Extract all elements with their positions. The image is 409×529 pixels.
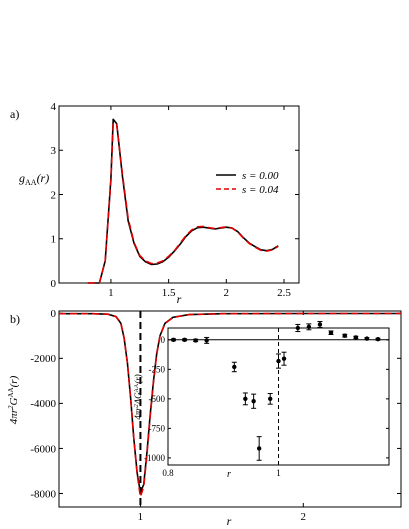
- y-tick-label: -500: [149, 394, 166, 404]
- series-line-solid: [87, 118, 279, 284]
- y-tick-label: 1: [51, 234, 57, 246]
- series-line-dashed: [59, 312, 401, 498]
- data-point: [204, 338, 209, 343]
- x-tick-label: 1: [108, 287, 114, 299]
- data-point: [364, 336, 370, 341]
- panel-label-a: a): [10, 107, 19, 121]
- y-tick-label: -2000: [30, 353, 56, 365]
- inset-frame: [167, 327, 390, 466]
- data-point: [193, 338, 198, 343]
- y-tick-label: -750: [149, 424, 166, 434]
- y-tick-label: -4000: [30, 398, 56, 410]
- x-tick-label: 1: [138, 511, 144, 523]
- data-point: [375, 337, 381, 342]
- series-line-dashed: [87, 122, 279, 284]
- data-point: [353, 335, 359, 340]
- data-point: [251, 399, 256, 404]
- panel-a-chart: 1 1.5 2 2.5 0 1 2 3 4 r gAA(r) s = 0.00 s = 0.04: [19, 101, 300, 306]
- inset-xlabel: r: [227, 469, 231, 480]
- y-tick-label: 0: [51, 308, 57, 320]
- data-point: [243, 396, 248, 402]
- y-tick-label: -6000: [30, 443, 56, 455]
- panel-label-b: b): [10, 312, 20, 326]
- y-tick-label: 0: [161, 335, 166, 345]
- panel-b-ylabel: 4πr2GAA(r): [7, 375, 20, 424]
- x-tick-label: 0.8: [162, 468, 174, 478]
- panel-b-xlabel: r: [227, 514, 232, 528]
- panel-b-chart: 1 2 0 -2000 -4000 -6000 -8000 r 4πr2GAA(r) 0.8…: [7, 308, 402, 528]
- y-tick-label: -8000: [30, 488, 56, 500]
- x-tick-label: 2: [224, 287, 230, 299]
- data-point: [276, 358, 281, 364]
- panel-b-frame: [58, 310, 402, 508]
- x-tick-label: 1.5: [162, 287, 176, 299]
- data-point: [182, 337, 187, 343]
- y-tick-label: 2: [51, 189, 57, 201]
- panel-a-xlabel: r: [177, 292, 182, 306]
- panel-a-ylabel: gAA(r): [19, 171, 49, 187]
- y-tick-label: 0: [51, 278, 57, 290]
- data-point: [232, 364, 237, 370]
- data-point: [281, 356, 287, 361]
- x-tick-label: 2: [301, 511, 307, 523]
- inset-ylabel: 4πr2ΔGAA(r): [133, 374, 143, 419]
- x-tick-label: 2.5: [277, 287, 291, 299]
- panel-a-legend: s = 0.00 s = 0.04: [216, 170, 279, 196]
- panel-b-inset: 0.8 1 0 -250 -500 -750 -1000 r 4πr2ΔGAA(r): [133, 321, 390, 480]
- legend-label-s000: s = 0.00: [242, 170, 279, 182]
- y-tick-label: 4: [51, 101, 57, 113]
- y-tick-label: 3: [51, 145, 57, 157]
- x-tick-label: 1: [276, 468, 281, 478]
- data-point: [306, 324, 312, 330]
- y-tick-label: -250: [149, 364, 166, 374]
- data-point: [342, 333, 347, 338]
- data-point: [268, 396, 273, 402]
- data-point: [317, 322, 323, 327]
- y-tick-label: -1000: [144, 453, 165, 463]
- data-point: [256, 446, 262, 451]
- data-point: [171, 337, 176, 343]
- legend-label-s004: s = 0.04: [242, 184, 279, 196]
- data-point: [328, 330, 334, 335]
- data-point: [295, 325, 301, 331]
